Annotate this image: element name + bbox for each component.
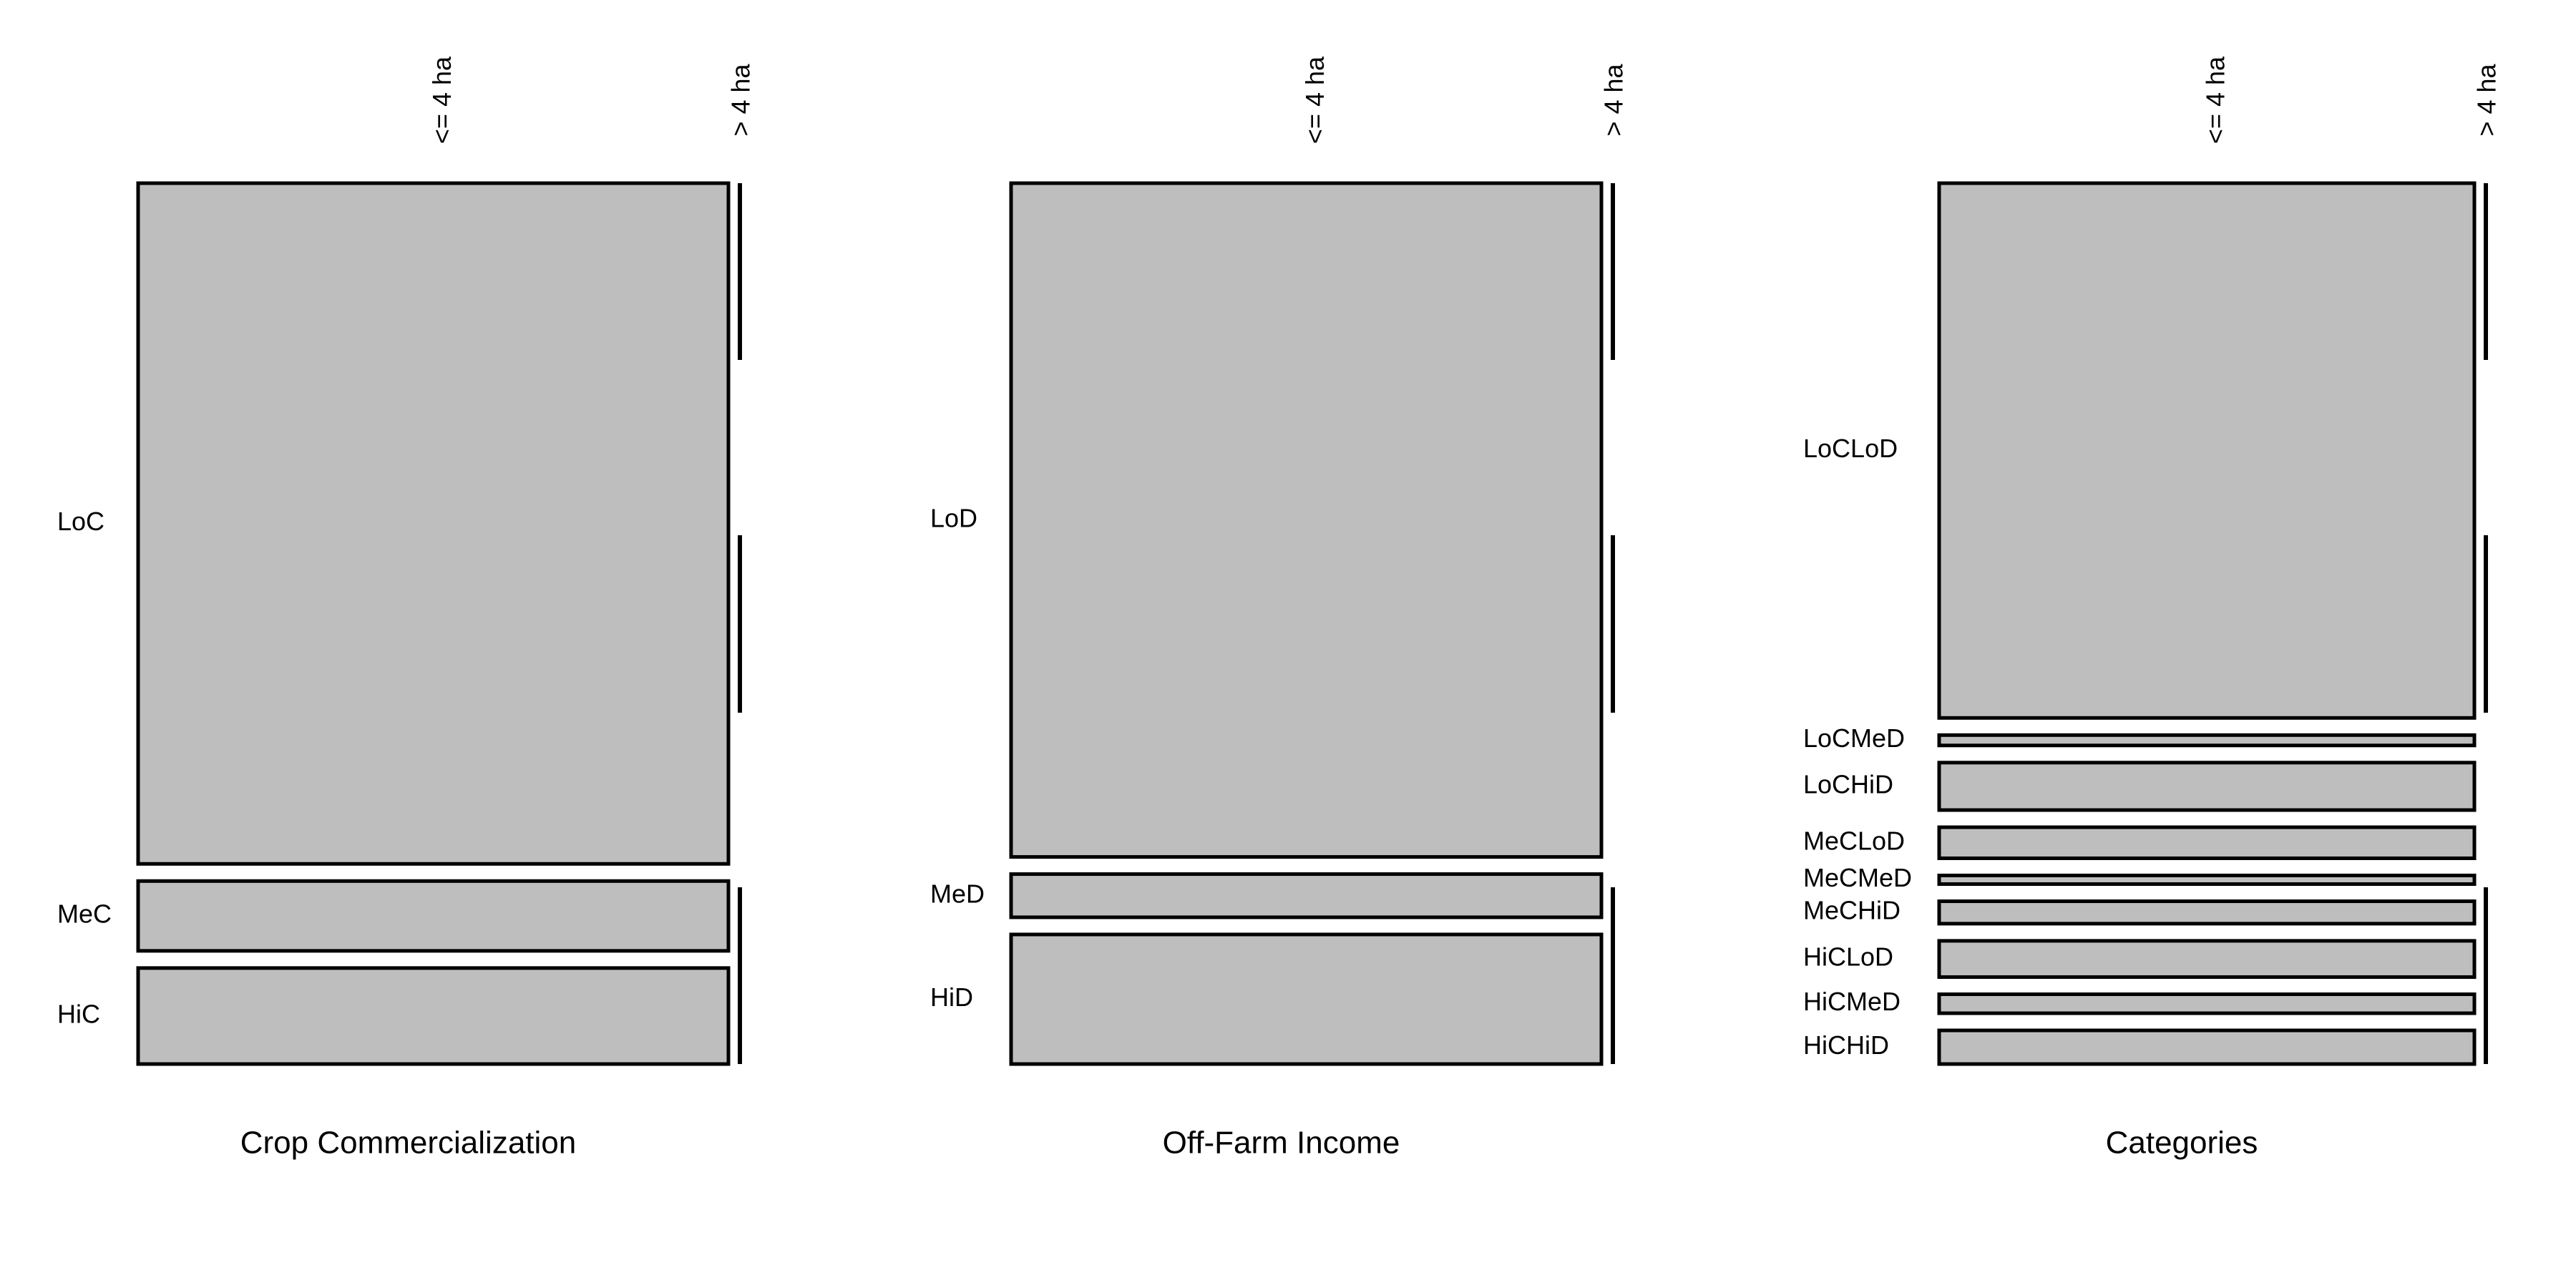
column-header-label: <= 4 ha (427, 56, 457, 144)
mosaic-cell (1937, 1028, 2477, 1066)
panel-title: Off-Farm Income (1163, 1126, 1400, 1161)
row-label: MeCLoD (1803, 826, 1905, 855)
mosaic-cell (1009, 181, 1604, 859)
mosaic-cell (1937, 181, 2477, 720)
mosaic-cell (1937, 761, 2477, 812)
mosaic-panel: <= 4 ha > 4 ha LoD MeD HiD Off-Farm Income (930, 56, 1629, 1161)
column-header-label: <= 4 ha (2201, 56, 2230, 144)
mosaic-cell (136, 879, 731, 953)
mosaic-panel: <= 4 ha > 4 ha LoC MeC HiC Crop Commercializa… (57, 56, 756, 1161)
mosaic-cell (136, 181, 731, 866)
mosaic-cell (1937, 873, 2477, 887)
row-label: LoCHiD (1803, 769, 1893, 799)
column-header-label: > 4 ha (1599, 63, 1629, 136)
row-label: HiCLoD (1803, 942, 1893, 972)
row-label: LoCLoD (1803, 434, 1898, 463)
row-label: HiD (930, 982, 973, 1012)
mosaic-cell (1009, 932, 1604, 1066)
row-label: LoCMeD (1803, 723, 1905, 753)
row-label: LoD (930, 503, 977, 532)
row-label: MeD (930, 879, 985, 908)
mosaic-cell (1937, 992, 2477, 1015)
row-label: LoC (57, 507, 104, 536)
mosaic-cell (1937, 733, 2477, 748)
column-header-label: > 4 ha (726, 63, 756, 136)
panel-title: Categories (2106, 1126, 2258, 1161)
mosaic-panel: <= 4 ha > 4 ha LoCLoD LoCMeD LoCHiD MeCLoD MeC… (1803, 56, 2502, 1161)
mosaic-cell (1937, 825, 2477, 860)
row-label: HiC (57, 999, 100, 1028)
mosaic-cell (1009, 872, 1604, 919)
row-label: MeC (57, 899, 112, 929)
row-label: MeCMeD (1803, 863, 1912, 892)
row-label: MeCHiD (1803, 896, 1901, 925)
row-label: HiCHiD (1803, 1030, 1889, 1060)
mosaic-cell (1937, 899, 2477, 926)
column-header-label: > 4 ha (2472, 63, 2502, 136)
mosaic-cell (136, 966, 731, 1066)
row-label: HiCMeD (1803, 987, 1901, 1016)
panel-title: Crop Commercialization (240, 1126, 576, 1161)
column-header-label: <= 4 ha (1300, 56, 1330, 144)
mosaic-cell (1937, 939, 2477, 979)
